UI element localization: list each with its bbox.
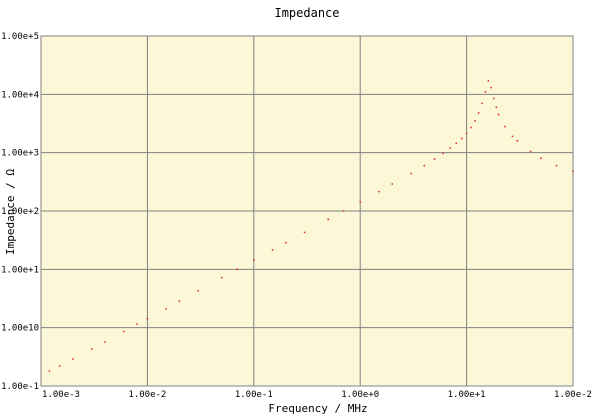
y-tick-label-0: 1.00e-1 (1, 382, 39, 392)
y-axis-label: Impedance / Ω (4, 169, 17, 255)
data-point-0-39 (497, 113, 500, 116)
data-point-0-13 (252, 259, 255, 262)
data-point-0-11 (220, 276, 223, 279)
data-point-0-27 (455, 142, 458, 145)
data-point-0-19 (359, 201, 362, 203)
y-tick-label-3: 1.00e+2 (1, 207, 39, 217)
data-point-0-10 (197, 289, 200, 292)
data-point-0-6 (136, 323, 138, 326)
data-point-0-38 (495, 106, 498, 109)
data-point-0-41 (511, 135, 514, 138)
data-point-0-46 (572, 170, 574, 173)
chart-title: Impedance (274, 6, 339, 20)
x-tick-label-2: 1.00e-1 (235, 390, 273, 400)
data-point-0-12 (236, 268, 239, 271)
data-point-0-0 (48, 370, 51, 373)
data-point-0-36 (490, 86, 493, 89)
x-tick-label-4: 1.00e+1 (448, 390, 486, 400)
data-point-0-44 (540, 157, 542, 160)
data-point-0-16 (303, 231, 306, 234)
data-point-0-14 (271, 249, 274, 251)
data-point-0-25 (442, 152, 444, 155)
data-point-0-9 (178, 300, 181, 303)
data-point-0-40 (504, 125, 506, 128)
grid-lines (40, 35, 574, 387)
y-tick-label-6: 1.00e+5 (1, 32, 39, 42)
data-point-0-31 (474, 120, 476, 122)
y-tick-label-2: 1.00e+1 (1, 265, 39, 275)
data-point-0-35 (487, 79, 490, 82)
data-point-0-18 (342, 210, 345, 212)
data-point-0-23 (423, 164, 426, 167)
data-point-0-1 (58, 365, 61, 367)
x-tick-label-0: 1.00e-3 (42, 390, 80, 400)
data-point-0-37 (492, 97, 495, 100)
data-point-0-32 (477, 112, 480, 114)
data-point-0-15 (284, 241, 287, 244)
data-point-0-4 (104, 341, 106, 343)
data-points (48, 79, 574, 373)
y-tick-labels: 1.00e-1 1.00e10 1.00e+1 1.00e+2 1.00e+3 1.00e… (1, 32, 39, 392)
data-point-0-42 (516, 139, 519, 142)
y-tick-label-5: 1.00e+4 (1, 90, 39, 100)
x-tick-label-1: 1.00e-2 (128, 390, 166, 400)
plot-frame (40, 35, 574, 387)
data-point-0-24 (433, 158, 436, 160)
data-point-0-2 (72, 358, 74, 360)
data-point-0-22 (410, 172, 412, 175)
y-tick-label-1: 1.00e10 (1, 324, 39, 334)
data-point-0-43 (529, 150, 532, 153)
data-point-0-29 (465, 132, 468, 135)
data-point-0-17 (327, 218, 330, 221)
data-point-0-30 (470, 126, 472, 129)
data-point-0-33 (481, 102, 484, 105)
data-point-0-28 (460, 137, 463, 140)
data-point-0-45 (555, 164, 558, 167)
data-point-0-26 (449, 147, 452, 149)
y-tick-label-4: 1.00e+3 (1, 149, 39, 159)
data-point-0-20 (378, 190, 380, 193)
data-point-0-5 (122, 330, 125, 333)
x-tick-label-3: 1.00e+0 (341, 390, 379, 400)
x-tick-labels: 1.00e-3 1.00e-2 1.00e-1 1.00e+0 1.00e+1 1.00e… (42, 390, 592, 400)
data-point-0-7 (146, 317, 149, 320)
x-axis-label: Frequency / MHz (268, 402, 367, 415)
data-point-0-34 (484, 91, 487, 93)
data-point-0-21 (391, 183, 394, 185)
data-point-0-3 (90, 348, 93, 350)
data-point-0-8 (165, 307, 168, 310)
x-tick-label-5: 1.00e-2 (554, 390, 592, 400)
